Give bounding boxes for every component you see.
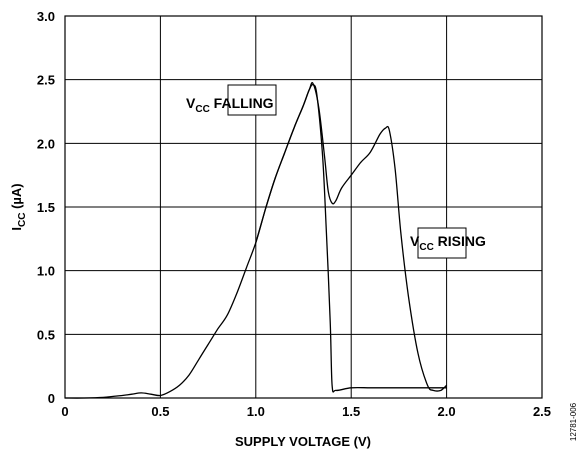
plot-frame <box>64 15 543 399</box>
x-tick-label: 1.5 <box>342 404 360 419</box>
y-tick-label: 0.5 <box>37 327 55 342</box>
series-layer <box>64 82 448 399</box>
grid <box>65 16 542 398</box>
annotation-label-falling: VCC FALLING <box>186 95 274 115</box>
y-tick-label: 0 <box>48 391 55 406</box>
annotation-label-rising: VCC RISING <box>410 233 486 253</box>
x-tick-label: 0 <box>61 404 68 419</box>
y-tick-label: 3.0 <box>37 9 55 24</box>
annotation-box-falling <box>227 84 277 116</box>
y-tick-label: 2.5 <box>37 73 55 88</box>
x-tick-label: 2.5 <box>533 404 551 419</box>
y-axis-title: ICC (µA) <box>9 183 28 230</box>
series-line-vcc-rising <box>255 82 448 392</box>
x-tick-label: 0.5 <box>151 404 169 419</box>
annotation-vcc-falling: VCC FALLING <box>186 84 277 116</box>
y-tick-label: 1.0 <box>37 264 55 279</box>
annotations: VCC FALLING VCC RISING <box>186 84 486 259</box>
x-axis-title: SUPPLY VOLTAGE (V) <box>235 434 371 449</box>
y-tick-label: 1.5 <box>37 200 55 215</box>
y-tick-label: 2.0 <box>37 136 55 151</box>
annotation-box-rising <box>417 227 467 259</box>
annotation-vcc-rising: VCC RISING <box>410 227 486 259</box>
figure-id: 12781-006 <box>569 402 578 441</box>
x-tick-label: 2.0 <box>438 404 456 419</box>
x-tick-label: 1.0 <box>247 404 265 419</box>
tick-labels: 0 0.5 1.0 1.5 2.0 2.5 0 0.5 1.0 1.5 2.0 2.5 3.0 <box>37 9 551 419</box>
